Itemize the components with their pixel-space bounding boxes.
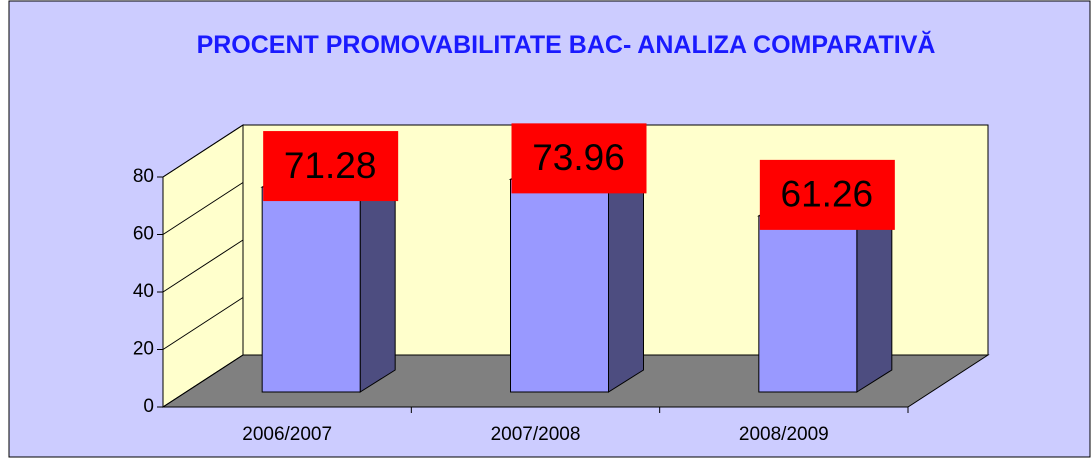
data-label: 73.96	[532, 137, 625, 178]
data-label-box	[263, 131, 399, 202]
bar	[261, 186, 361, 393]
bar	[758, 215, 858, 393]
chart-title: PROCENT PROMOVABILITATE BAC- ANALIZA COM…	[196, 31, 936, 59]
x-tick-label: 2007/2008	[491, 424, 581, 445]
data-label-box	[511, 123, 647, 194]
bar	[510, 178, 609, 393]
grid-line	[162, 124, 244, 178]
x-tick-label: 2006/2007	[242, 424, 332, 445]
y-tick-label: 40	[133, 281, 154, 302]
y-tick-label: 80	[133, 166, 154, 187]
y-tick-label: 20	[133, 339, 154, 360]
grid-line	[162, 182, 244, 235]
grid-line	[162, 354, 244, 408]
grid-line	[162, 239, 244, 293]
y-tick-label: 60	[133, 224, 154, 245]
data-label: 71.28	[284, 145, 377, 186]
x-tick-label: 2008/2009	[739, 424, 829, 445]
y-tick-label: 0	[143, 396, 154, 417]
data-label: 61.26	[781, 174, 874, 215]
grid-line	[162, 297, 244, 350]
data-label-box	[759, 159, 895, 230]
